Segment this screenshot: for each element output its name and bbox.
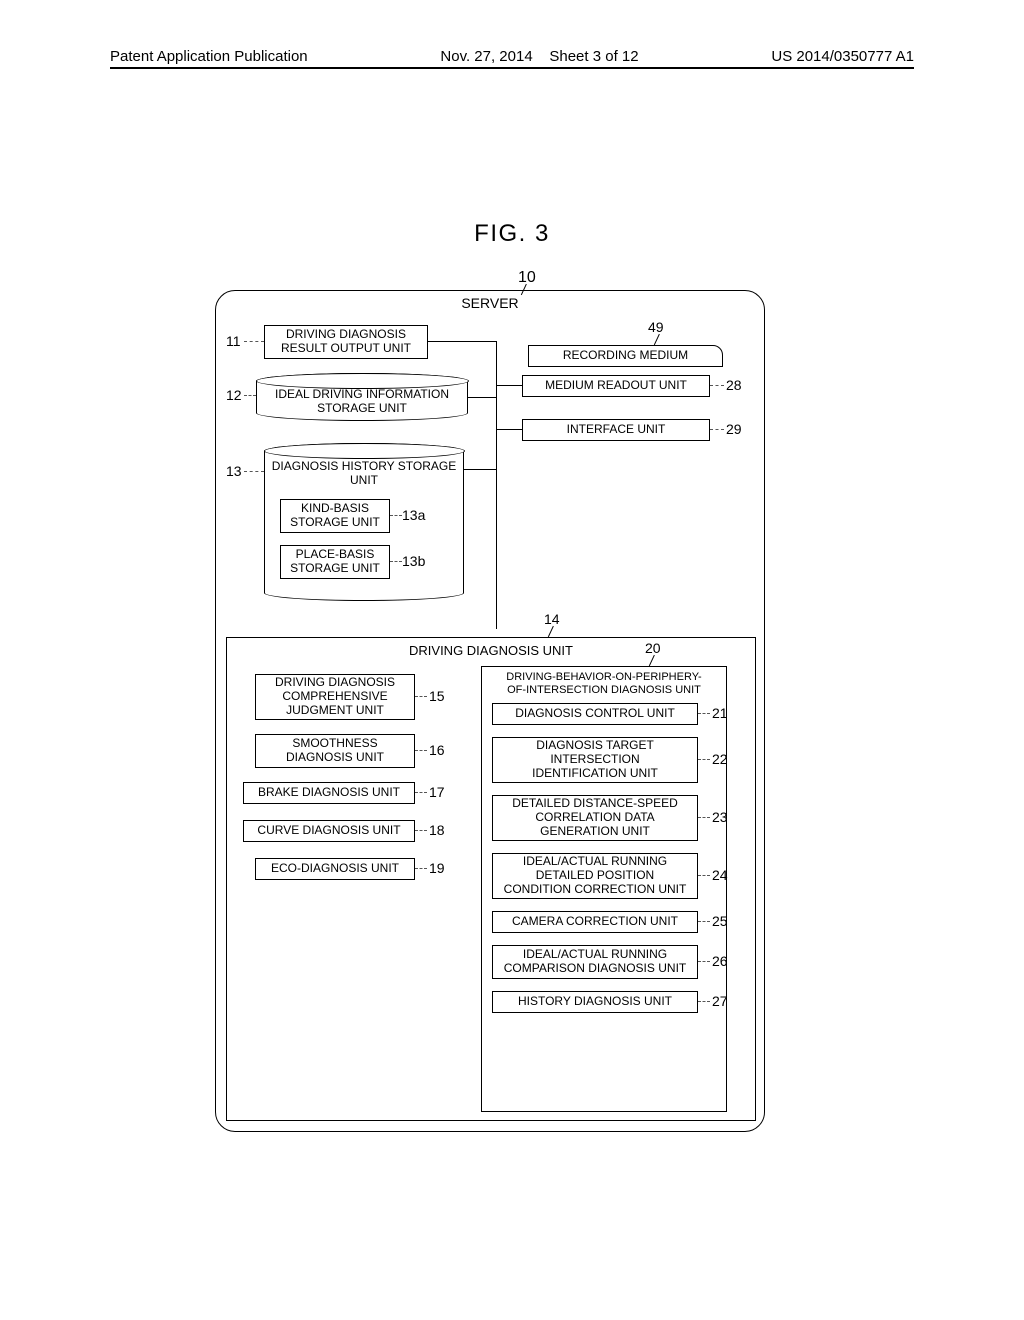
- bus-h-28: [496, 385, 522, 386]
- cyl-13-text: DIAGNOSIS HISTORY STORAGE UNIT: [265, 460, 463, 488]
- dash-19: [415, 868, 427, 869]
- box-camera-correction: CAMERA CORRECTION UNIT: [492, 911, 698, 933]
- dash-18: [415, 830, 427, 831]
- ref-14: 14: [544, 611, 560, 627]
- dash-11: [244, 341, 264, 342]
- header-date: Nov. 27, 2014: [440, 48, 532, 65]
- ref-27: 27: [712, 993, 728, 1009]
- box-21-text: DIAGNOSIS CONTROL UNIT: [515, 707, 675, 721]
- dash-16: [415, 750, 427, 751]
- ref-21: 21: [712, 705, 728, 721]
- dash-29: [710, 429, 724, 430]
- box-20-text: DRIVING-BEHAVIOR-ON-PERIPHERY- OF-INTERS…: [482, 671, 726, 696]
- ref-28: 28: [726, 377, 742, 393]
- bus-h-29: [496, 429, 522, 430]
- ref-19: 19: [429, 860, 445, 876]
- box-eco: ECO-DIAGNOSIS UNIT: [255, 858, 415, 880]
- box-comparison-diag: IDEAL/ACTUAL RUNNING COMPARISON DIAGNOSI…: [492, 945, 698, 979]
- ref-15: 15: [429, 688, 445, 704]
- figure-title: FIG. 3: [474, 220, 550, 248]
- diag-unit-label: DRIVING DIAGNOSIS UNIT: [409, 644, 573, 659]
- cyl-ideal-driving-info: IDEAL DRIVING INFORMATION STORAGE UNIT: [256, 373, 468, 421]
- box-11-text: DRIVING DIAGNOSIS RESULT OUTPUT UNIT: [281, 328, 411, 356]
- server-label: SERVER: [461, 295, 518, 311]
- box-target-intersection: DIAGNOSIS TARGET INTERSECTION IDENTIFICA…: [492, 737, 698, 783]
- box-25-text: CAMERA CORRECTION UNIT: [512, 915, 678, 929]
- box-driving-diagnosis-result-output: DRIVING DIAGNOSIS RESULT OUTPUT UNIT: [264, 325, 428, 359]
- box-place-basis-storage: PLACE-BASIS STORAGE UNIT: [280, 545, 390, 579]
- dash-25: [698, 921, 710, 922]
- dash-13a: [390, 515, 402, 516]
- ref-29: 29: [726, 421, 742, 437]
- ref-13a: 13a: [402, 507, 425, 523]
- dash-28: [710, 385, 724, 386]
- dash-21: [698, 713, 710, 714]
- box-19-text: ECO-DIAGNOSIS UNIT: [271, 862, 399, 876]
- dash-26: [698, 961, 710, 962]
- box-history-diag: HISTORY DIAGNOSIS UNIT: [492, 991, 698, 1013]
- box-diag-control: DIAGNOSIS CONTROL UNIT: [492, 703, 698, 725]
- ref-25: 25: [712, 913, 728, 929]
- bus-h-13: [464, 469, 496, 470]
- header-pubno: US 2014/0350777 A1: [771, 48, 914, 65]
- driving-diagnosis-unit-box: DRIVING DIAGNOSIS UNIT 20 DRIVING DIAGNO…: [226, 637, 756, 1121]
- box-26-text: IDEAL/ACTUAL RUNNING COMPARISON DIAGNOSI…: [504, 948, 686, 976]
- header-left: Patent Application Publication: [110, 48, 308, 65]
- ref-20: 20: [645, 640, 661, 656]
- dash-23: [698, 817, 710, 818]
- dash-27: [698, 1001, 710, 1002]
- box-curve: CURVE DIAGNOSIS UNIT: [243, 820, 415, 842]
- dash-15: [415, 696, 427, 697]
- box-16-text: SMOOTHNESS DIAGNOSIS UNIT: [286, 737, 384, 765]
- box-28-text: MEDIUM READOUT UNIT: [545, 379, 687, 393]
- header-sheet: Sheet 3 of 12: [549, 48, 638, 65]
- dash-17: [415, 792, 427, 793]
- box-17-text: BRAKE DIAGNOSIS UNIT: [258, 786, 400, 800]
- bus-h-11: [428, 341, 496, 342]
- box-comprehensive-judgment: DRIVING DIAGNOSIS COMPREHENSIVE JUDGMENT…: [255, 674, 415, 720]
- box-position-correction: IDEAL/ACTUAL RUNNING DETAILED POSITION C…: [492, 853, 698, 899]
- box-interface: INTERFACE UNIT: [522, 419, 710, 441]
- dash-12: [244, 395, 256, 396]
- page-header: Patent Application Publication Nov. 27, …: [0, 48, 1024, 69]
- bus-h-12: [468, 397, 496, 398]
- ref-22: 22: [712, 751, 728, 767]
- box-recording-medium: RECORDING MEDIUM: [528, 345, 723, 367]
- box-distance-speed: DETAILED DISTANCE-SPEED CORRELATION DATA…: [492, 795, 698, 841]
- box-13a-text: KIND-BASIS STORAGE UNIT: [290, 502, 380, 530]
- dash-22: [698, 759, 710, 760]
- box-27-text: HISTORY DIAGNOSIS UNIT: [518, 995, 672, 1009]
- box-49-text: RECORDING MEDIUM: [563, 349, 688, 363]
- ref-49: 49: [648, 319, 664, 335]
- ref-23: 23: [712, 809, 728, 825]
- box-kind-basis-storage: KIND-BASIS STORAGE UNIT: [280, 499, 390, 533]
- intersection-diagnosis-unit-box: DRIVING-BEHAVIOR-ON-PERIPHERY- OF-INTERS…: [481, 666, 727, 1112]
- ref-13b: 13b: [402, 553, 425, 569]
- box-24-text: IDEAL/ACTUAL RUNNING DETAILED POSITION C…: [504, 855, 687, 896]
- ref-24: 24: [712, 867, 728, 883]
- dash-24: [698, 875, 710, 876]
- box-smoothness: SMOOTHNESS DIAGNOSIS UNIT: [255, 734, 415, 768]
- box-22-text: DIAGNOSIS TARGET INTERSECTION IDENTIFICA…: [532, 739, 658, 780]
- cyl-12-text: IDEAL DRIVING INFORMATION STORAGE UNIT: [257, 388, 467, 416]
- ref-26: 26: [712, 953, 728, 969]
- ref-11: 11: [226, 333, 241, 349]
- box-15-text: DRIVING DIAGNOSIS COMPREHENSIVE JUDGMENT…: [275, 676, 395, 717]
- box-18-text: CURVE DIAGNOSIS UNIT: [257, 824, 400, 838]
- box-13b-text: PLACE-BASIS STORAGE UNIT: [290, 548, 380, 576]
- box-29-text: INTERFACE UNIT: [567, 423, 666, 437]
- ref-16: 16: [429, 742, 445, 758]
- box-brake: BRAKE DIAGNOSIS UNIT: [243, 782, 415, 804]
- box-23-text: DETAILED DISTANCE-SPEED CORRELATION DATA…: [512, 797, 678, 838]
- dash-13: [244, 471, 264, 472]
- ref-18: 18: [429, 822, 445, 838]
- ref-12: 12: [226, 387, 242, 403]
- ref-17: 17: [429, 784, 445, 800]
- server-container: 10 SERVER DRIVING DIAGNOSIS RESULT OUTPU…: [215, 290, 765, 1132]
- box-medium-readout: MEDIUM READOUT UNIT: [522, 375, 710, 397]
- ref-13: 13: [226, 463, 242, 479]
- dash-13b: [390, 561, 402, 562]
